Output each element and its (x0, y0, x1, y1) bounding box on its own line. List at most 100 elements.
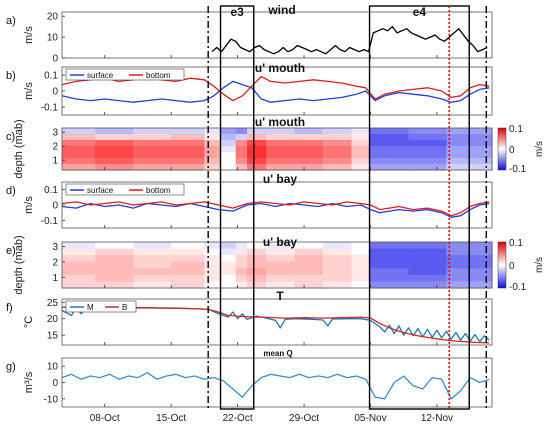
heatmap-cell (133, 164, 172, 171)
heatmap-cell (369, 274, 409, 283)
heatmap-cell (266, 248, 296, 256)
heatmap-cell (171, 158, 205, 165)
heatmap-cell (133, 274, 172, 283)
heatmap-cell (204, 140, 222, 147)
heatmap-cell (204, 261, 222, 269)
panel-c: c)depth (mab) 0.1 0 -0.1 m/s 1 2 3 u' mouth (6, 115, 545, 179)
legend: surface bottom (65, 183, 185, 196)
panel-label: c) (6, 131, 15, 143)
heatmap-cell (323, 274, 353, 283)
heatmap-cell (204, 158, 222, 165)
heatmap-cell (95, 128, 134, 135)
heatmap-cell (408, 128, 448, 135)
heatmap-cell (369, 268, 409, 276)
heatmap-cell (247, 255, 267, 263)
heatmap-cell (220, 128, 237, 135)
heatmap-cell (133, 128, 172, 135)
heatmap-cell (266, 164, 296, 171)
heatmap-cell (204, 134, 222, 141)
y-tick-label: 3 (52, 128, 58, 139)
heatmap-cell (204, 248, 222, 256)
heatmap-cell (171, 134, 205, 141)
heatmap-cell (323, 128, 353, 135)
legend-label: surface (87, 186, 114, 195)
heatmap-cell (369, 128, 409, 135)
heatmap-cell (62, 242, 96, 250)
heatmap-cell (133, 248, 172, 256)
heatmap-cell (294, 242, 324, 250)
heatmap-cell (204, 274, 222, 283)
heatmap-cell (294, 274, 324, 283)
series-line-bottom (61, 201, 490, 217)
panel-label: a) (6, 15, 16, 27)
heatmap-cell (220, 268, 237, 276)
heatmap-cell (351, 248, 371, 256)
y-axis-label: °C (23, 316, 35, 328)
heatmap-cell (323, 242, 353, 250)
heatmap-cell (133, 158, 172, 165)
panel-label: d) (6, 185, 16, 197)
heatmap-cell (408, 140, 448, 147)
heatmap-cell (62, 128, 96, 135)
plot-area (61, 241, 493, 289)
heatmap-cell (351, 146, 371, 153)
heatmap-cell (95, 152, 134, 159)
heatmap-cell (171, 152, 205, 159)
heatmap-cell (235, 158, 248, 165)
heatmap-cell (369, 248, 409, 256)
y-axis-label: depth (mab) (13, 235, 25, 294)
plot-area (61, 127, 493, 171)
heatmap-cell (235, 140, 248, 147)
heatmap-cell (220, 140, 237, 147)
event-label: e3 (230, 5, 244, 19)
panel-title: T (276, 289, 284, 303)
heatmap-cell (351, 134, 371, 141)
heatmap-cell (266, 158, 296, 165)
heatmap-cell (247, 248, 267, 256)
colorbar-unit: m/s (534, 141, 545, 157)
heatmap-cell (408, 268, 448, 276)
heatmap-cell (62, 140, 96, 147)
panel-label: f) (6, 302, 13, 314)
plot-area (61, 298, 493, 346)
heatmap-cell (408, 152, 448, 159)
panel-b: b) m/s -0.1 0 0.1 u' mouth surface bottom (6, 61, 493, 116)
heatmap-cell (95, 281, 134, 289)
y-axis-label: depth (mab) (13, 119, 25, 178)
heatmap-cell (351, 281, 371, 289)
heatmap-cell (133, 146, 172, 153)
heatmap-cell (95, 158, 134, 165)
heatmap-cell (369, 164, 409, 171)
heatmap-cell (408, 255, 448, 263)
panel-title: u' mouth (255, 115, 305, 129)
heatmap-cell (204, 152, 222, 159)
heatmap-cell (247, 134, 267, 141)
heatmap-cell (369, 255, 409, 263)
x-tick-label: 29-Oct (289, 413, 319, 424)
heatmap-cell (204, 146, 222, 153)
heatmap-cell (266, 281, 296, 289)
heatmap-cell (408, 274, 448, 283)
heatmap-cell (247, 281, 267, 289)
panel-title: mean Q (263, 349, 292, 358)
heatmap-cell (133, 255, 172, 263)
heatmap-cell (95, 274, 134, 283)
event-overlays: e3 e4 (207, 5, 488, 410)
heatmap-cell (408, 158, 448, 165)
heatmap-cell (220, 274, 237, 283)
y-tick-label: 0.1 (44, 185, 58, 196)
heatmap-cell (294, 248, 324, 256)
event-box-e4 (368, 5, 470, 410)
heatmap-cell (294, 146, 324, 153)
heatmap-cell (369, 146, 409, 153)
y-tick-label: 10 (47, 33, 59, 44)
heatmap-cell (235, 134, 248, 141)
y-tick-label: 1 (52, 273, 58, 284)
legend: surface bottom (65, 68, 185, 81)
heatmap-cell (408, 248, 448, 256)
heatmap-cell (171, 274, 205, 283)
heatmap-cell (220, 164, 237, 171)
heatmap-cell (220, 158, 237, 165)
heatmap-cell (204, 281, 222, 289)
y-tick-label: 20 (47, 12, 59, 23)
